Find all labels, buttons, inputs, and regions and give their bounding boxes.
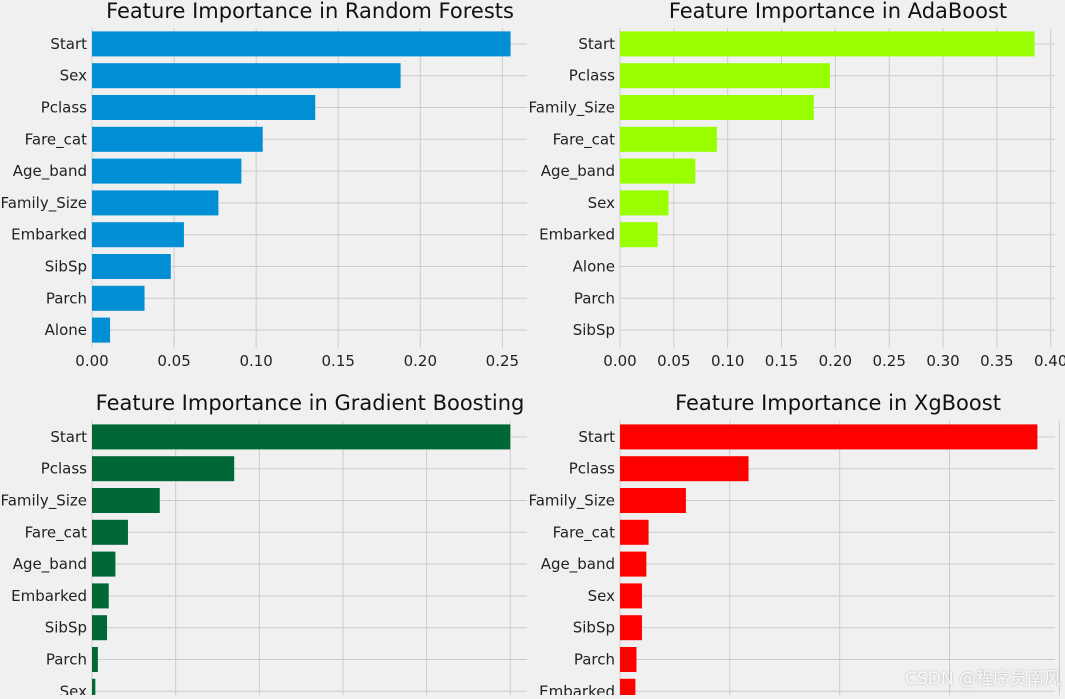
x-tick-label-3: 0.10 (239, 352, 272, 370)
category-label-9: Embarked (539, 682, 615, 695)
chart-panel-4: Start Pclass Family_Size Fare_cat Age_band Se… (528, 391, 1060, 699)
bar-7 (92, 222, 184, 248)
bar-8 (620, 647, 637, 672)
bar-3 (92, 95, 316, 120)
category-label-2: Pclass (569, 460, 615, 478)
bar-3 (92, 488, 160, 513)
bar-2 (92, 63, 401, 89)
category-label-5: Age_band (13, 555, 87, 574)
category-label-10: SibSp (573, 321, 615, 339)
category-label-3: Family_Size (0, 492, 87, 511)
x-tick-label-2: 0.05 (157, 352, 190, 370)
watermark: CSDN @程序员南风 (905, 669, 1061, 689)
category-label-2: Sex (60, 67, 87, 85)
bar-6 (92, 190, 219, 216)
bar-4 (620, 519, 649, 545)
category-label-8: SibSp (45, 258, 87, 276)
category-label-7: SibSp (45, 619, 87, 637)
bar-3 (620, 488, 686, 513)
x-tick-label-5: 0.20 (404, 352, 437, 370)
category-label-5: Age_band (541, 555, 615, 574)
bar-7 (620, 615, 642, 641)
x-tick-label-3: 0.10 (711, 352, 744, 370)
category-label-2: Pclass (41, 460, 87, 478)
bar-5 (92, 551, 116, 577)
category-label-6: Sex (588, 194, 615, 212)
bar-1 (92, 424, 511, 450)
chart-title: Feature Importance in Gradient Boosting (96, 391, 525, 415)
x-tick-label-4: 0.15 (765, 352, 798, 370)
category-label-1: Start (578, 35, 615, 53)
bar-4 (620, 126, 717, 152)
bar-10 (92, 317, 111, 343)
category-label-7: Embarked (11, 226, 87, 244)
category-label-1: Start (578, 428, 615, 446)
bar-2 (92, 456, 235, 482)
x-tick-label-7: 0.30 (926, 352, 959, 370)
bar-1 (620, 424, 1038, 450)
bar-4 (92, 519, 128, 545)
category-label-8: Parch (46, 651, 87, 669)
category-label-9: Sex (60, 682, 87, 695)
chart-title: Feature Importance in AdaBoost (669, 0, 1007, 23)
category-label-4: Fare_cat (25, 523, 87, 542)
chart-panel-3: Start Pclass Family_Size Fare_cat Age_band Em… (0, 391, 527, 699)
bar-6 (620, 190, 669, 216)
category-label-7: Embarked (539, 226, 615, 244)
category-label-3: Family_Size (528, 492, 615, 511)
category-label-2: Pclass (569, 67, 615, 85)
bar-1 (92, 31, 511, 57)
category-label-5: Age_band (541, 162, 615, 181)
category-label-6: Sex (588, 587, 615, 605)
x-tick-label-8: 0.35 (980, 352, 1013, 370)
bar-9 (92, 285, 145, 311)
x-tick-label-9: 0.40 (1034, 352, 1065, 370)
chart-title: Feature Importance in Random Forests (106, 0, 514, 23)
x-tick-label-2: 0.05 (657, 352, 690, 370)
chart-panel-1: Start Sex Pclass Fare_cat Age_band Family_Siz… (0, 0, 527, 370)
bar-3 (620, 95, 814, 120)
bar-5 (92, 158, 242, 184)
bar-6 (620, 583, 642, 609)
bar-2 (620, 456, 749, 482)
category-label-8: Parch (574, 651, 615, 669)
category-label-6: Embarked (11, 587, 87, 605)
bar-9 (92, 678, 96, 699)
bar-8 (92, 254, 171, 279)
category-label-1: Start (50, 35, 87, 53)
bar-9 (620, 678, 636, 699)
category-label-8: Alone (573, 258, 615, 276)
category-label-6: Family_Size (0, 194, 87, 213)
x-tick-label-4: 0.15 (322, 352, 355, 370)
category-label-4: Fare_cat (25, 130, 87, 149)
category-label-9: Parch (574, 289, 615, 307)
bar-2 (620, 63, 830, 89)
chart-title: Feature Importance in XgBoost (675, 391, 1001, 415)
category-label-4: Fare_cat (553, 130, 615, 149)
x-tick-label-1: 0.00 (603, 352, 636, 370)
chart-panel-2: Start Pclass Family_Size Fare_cat Age_band Se… (528, 0, 1065, 370)
bar-7 (92, 615, 108, 641)
x-tick-label-1: 0.00 (75, 352, 108, 370)
category-label-1: Start (50, 428, 87, 446)
bar-7 (620, 222, 658, 248)
bar-5 (620, 551, 647, 577)
x-tick-label-6: 0.25 (486, 352, 519, 370)
category-label-10: Alone (45, 321, 87, 339)
x-tick-label-5: 0.20 (819, 352, 852, 370)
category-label-4: Fare_cat (553, 523, 615, 542)
category-label-3: Family_Size (528, 99, 615, 118)
bar-4 (92, 126, 263, 152)
category-label-7: SibSp (573, 619, 615, 637)
bar-5 (620, 158, 696, 184)
bar-6 (92, 583, 109, 609)
bar-1 (620, 31, 1035, 57)
bar-8 (92, 647, 98, 672)
category-label-5: Age_band (13, 162, 87, 181)
x-tick-label-6: 0.25 (872, 352, 905, 370)
category-label-3: Pclass (41, 99, 87, 117)
category-label-9: Parch (46, 289, 87, 307)
